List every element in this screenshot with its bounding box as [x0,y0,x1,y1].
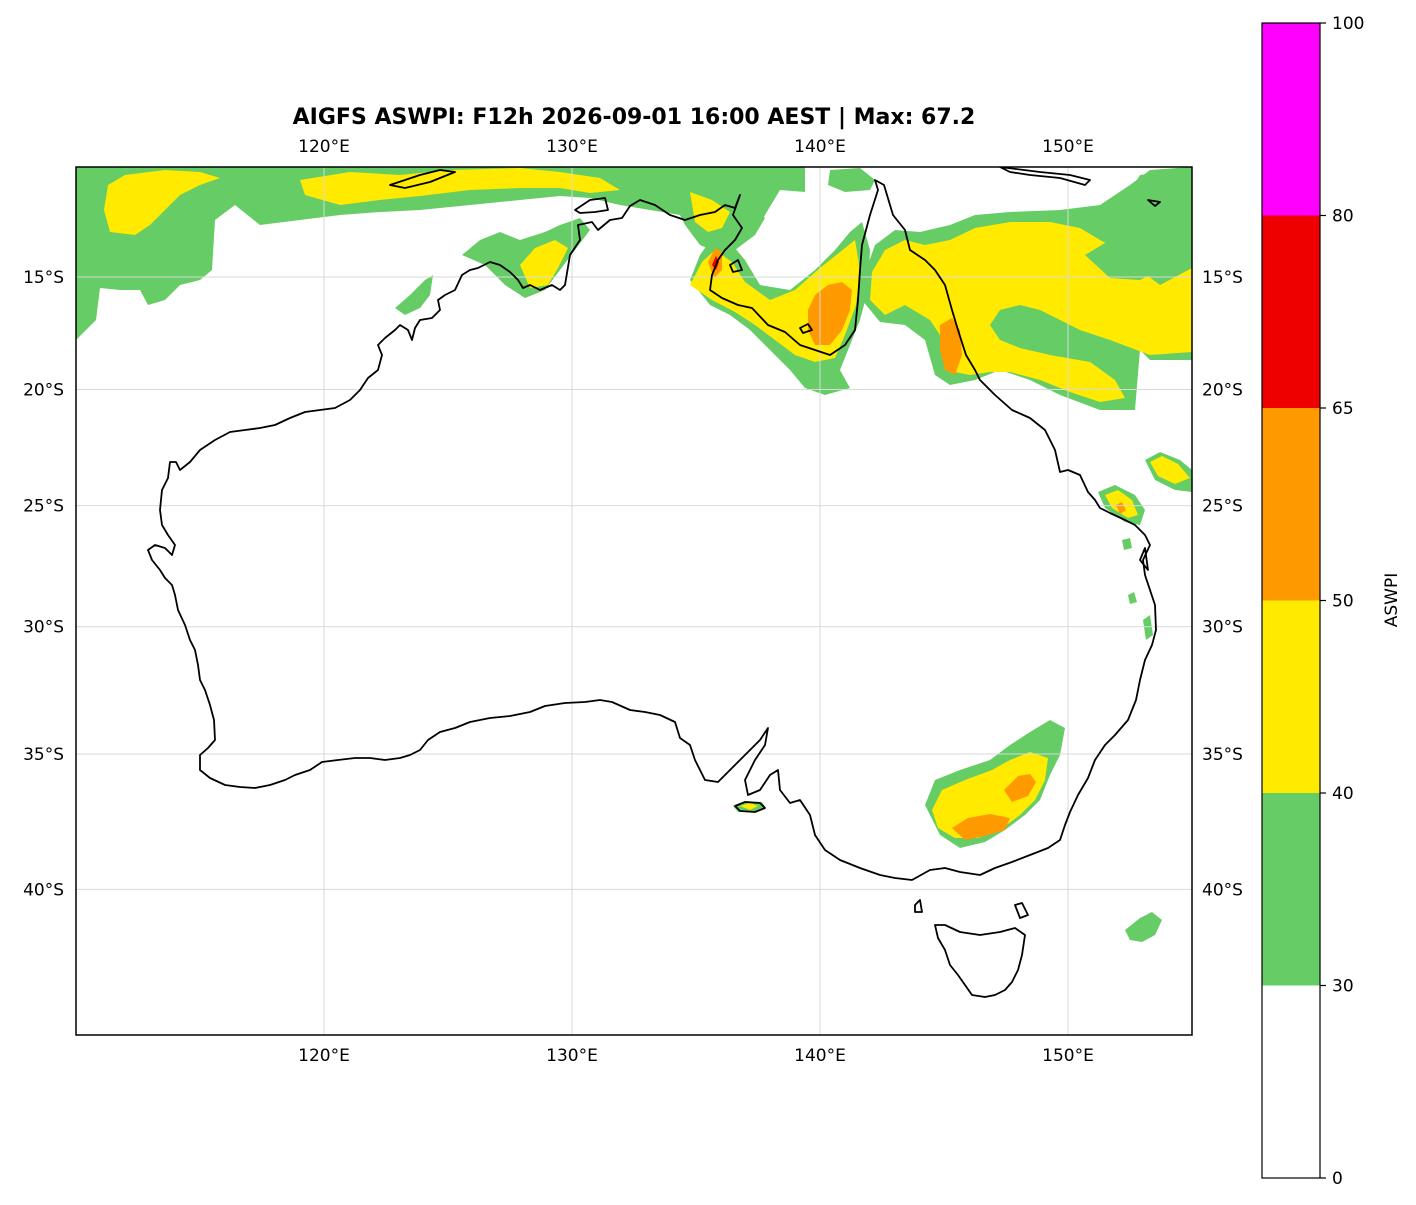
lat-tick-label-right: 40°S [1202,880,1243,900]
aswpi-region-gulf-red [712,256,719,270]
colorbar: 0 30 40 50 65 80 100 [1261,14,1364,1189]
colorbar-label: ASWPI [1382,573,1402,628]
lat-tick-label-left: 20°S [23,380,64,400]
coastline-melville-island [574,197,609,214]
aswpi-region-small-green-2 [1143,615,1153,640]
lat-tick-label-right: 20°S [1202,380,1243,400]
lat-tick-label-right: 15°S [1202,268,1243,288]
colorbar-segment [1262,23,1320,216]
colorbar-tick-label: 30 [1332,977,1354,997]
coastline-groote-eylandt [729,259,743,273]
aswpi-region-fraser-orange [1116,502,1126,514]
coastline-new-guinea-islet [1147,199,1161,207]
aswpi-region-ne-green-tip [1120,170,1192,270]
coastline-fraser-island [1139,547,1149,571]
colorbar-segment [1262,408,1320,601]
lon-tick-label-top: 150°E [1042,137,1094,157]
colorbar-segment [1262,985,1320,1178]
coastline-timor [389,169,456,189]
colorbar-segment [1262,600,1320,793]
aswpi-region-nw-ocean [76,167,805,340]
lon-tick-label-bottom: 150°E [1042,1046,1094,1066]
colorbar-tick-label: 80 [1332,207,1354,227]
lat-tick-label-left: 15°S [23,268,64,288]
colorbar-tick-label: 40 [1332,784,1354,804]
colorbar-tick-label: 0 [1332,1169,1343,1189]
lat-tick-label-right: 35°S [1202,745,1243,765]
aswpi-region-broome-green [395,275,433,315]
aswpi-region-se-yellow [932,752,1048,838]
lat-tick-label-left: 25°S [23,497,64,517]
lat-tick-label-right: 30°S [1202,618,1243,638]
aswpi-region-small-green-1 [1128,592,1137,604]
colorbar-tick-label: 50 [1332,592,1354,612]
map-gridlines [76,167,1192,1035]
aswpi-region-nw-yellow [104,170,220,235]
aswpi-region-kangaroo-yellow [740,803,758,810]
lon-tick-label-top: 120°E [298,137,350,157]
aswpi-region-kimberley-green [462,218,590,298]
lat-tick-label-left: 40°S [23,880,64,900]
chart-title: AIGFS ASWPI: F12h 2026-09-01 16:00 AEST … [293,105,976,130]
coastline-mainland [147,179,1157,881]
colorbar-segment [1262,215,1320,408]
lat-tick-label-left: 35°S [23,745,64,765]
aswpi-region-kimberley-yellow [520,240,568,288]
map-frame [75,166,1193,1036]
lon-tick-label-bottom: 140°E [794,1046,846,1066]
colorbar-tick-label: 100 [1332,14,1364,34]
coastline [147,167,1161,998]
aswpi-region-se-orange [952,814,1010,840]
aswpi-region-nw-yellow-2 [300,168,620,205]
lat-labels-left: 15°S 20°S 25°S 30°S 35°S 40°S [23,268,64,900]
colorbar-segment [1262,793,1320,986]
aswpi-region-se-orange-2 [1004,774,1036,802]
lon-tick-label-bottom: 130°E [546,1046,598,1066]
coastline-tasmania [934,924,1026,998]
lat-tick-label-left: 30°S [23,618,64,638]
aswpi-region-capeyork-islands [828,168,875,192]
aswpi-region-small-green-3 [1122,538,1132,550]
aswpi-region-qld-coast-yellow [1150,456,1190,484]
coastline-new-guinea [999,167,1091,186]
lon-tick-label-bottom: 120°E [298,1046,350,1066]
aswpi-region-timor-yellow [690,192,730,232]
lon-labels-top: 120°E 130°E 140°E 150°E [298,137,1094,157]
coastline-king-island [914,899,923,913]
coastline-kangaroo-island [734,801,766,813]
coastline-flinders-island [1014,902,1029,919]
aswpi-region-gulf-orange [808,282,852,345]
lon-tick-label-top: 130°E [546,137,598,157]
lon-labels-bottom: 120°E 130°E 140°E 150°E [298,1046,1094,1066]
lat-tick-label-right: 25°S [1202,497,1243,517]
lat-labels-right: 15°S 20°S 25°S 30°S 35°S 40°S [1202,268,1243,900]
coastline-mornington-island [799,323,813,334]
aswpi-region-qld-orange [940,318,962,375]
aswpi-region-tasman-green [1125,912,1162,942]
lon-tick-label-top: 140°E [794,137,846,157]
colorbar-tick-label: 65 [1332,399,1354,419]
